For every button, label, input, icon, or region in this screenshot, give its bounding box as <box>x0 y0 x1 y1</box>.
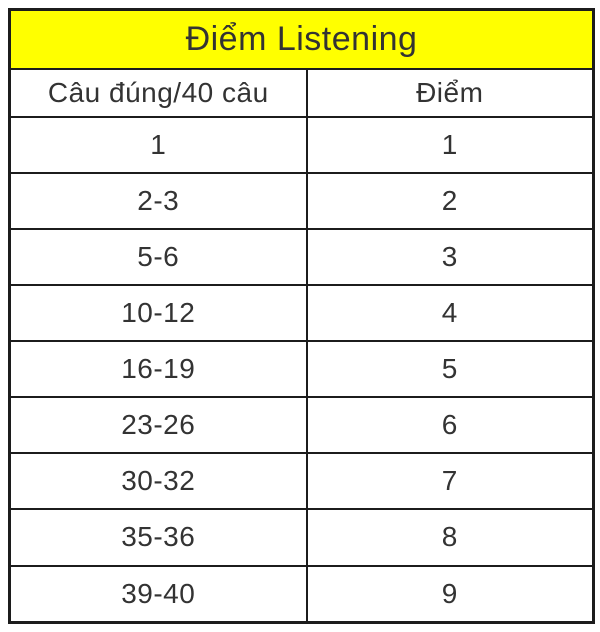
table-row: 23-26 6 <box>8 396 595 455</box>
table-row: 39-40 9 <box>8 564 595 624</box>
correct-answers-cell: 1 <box>8 115 308 175</box>
correct-answers-cell: 2-3 <box>8 172 308 231</box>
correct-answers-cell: 23-26 <box>8 396 308 455</box>
score-cell: 9 <box>305 564 595 624</box>
score-cell: 1 <box>305 115 595 175</box>
table-row: 10-12 4 <box>8 284 595 343</box>
score-cell: 4 <box>305 284 595 343</box>
table-row: 16-19 5 <box>8 340 595 399</box>
table-title: Điểm Listening <box>8 8 595 70</box>
column-header-correct-answers: Câu đúng/40 câu <box>8 68 308 118</box>
score-cell: 7 <box>305 452 595 511</box>
table-row: 30-32 7 <box>8 452 595 511</box>
column-header-score: Điểm <box>305 68 595 118</box>
table-row: 2-3 2 <box>8 172 595 231</box>
score-cell: 2 <box>305 172 595 231</box>
title-row: Điểm Listening <box>8 8 595 70</box>
score-cell: 6 <box>305 396 595 455</box>
correct-answers-cell: 35-36 <box>8 508 308 567</box>
correct-answers-cell: 5-6 <box>8 228 308 287</box>
table-body: 1 1 2-3 2 5-6 3 10-12 4 16-19 5 23-26 6 30-32 7 35-36 8… <box>8 115 595 624</box>
listening-score-table: Điểm Listening Câu đúng/40 câu Điểm 1 1 2-… <box>8 8 596 624</box>
correct-answers-cell: 30-32 <box>8 452 308 511</box>
table-row: 35-36 8 <box>8 508 595 567</box>
correct-answers-cell: 39-40 <box>8 564 308 624</box>
correct-answers-cell: 16-19 <box>8 340 308 399</box>
table-row: 5-6 3 <box>8 228 595 287</box>
header-row: Câu đúng/40 câu Điểm <box>8 68 595 118</box>
score-cell: 8 <box>305 508 595 567</box>
score-cell: 5 <box>305 340 595 399</box>
correct-answers-cell: 10-12 <box>8 284 308 343</box>
score-cell: 3 <box>305 228 595 287</box>
